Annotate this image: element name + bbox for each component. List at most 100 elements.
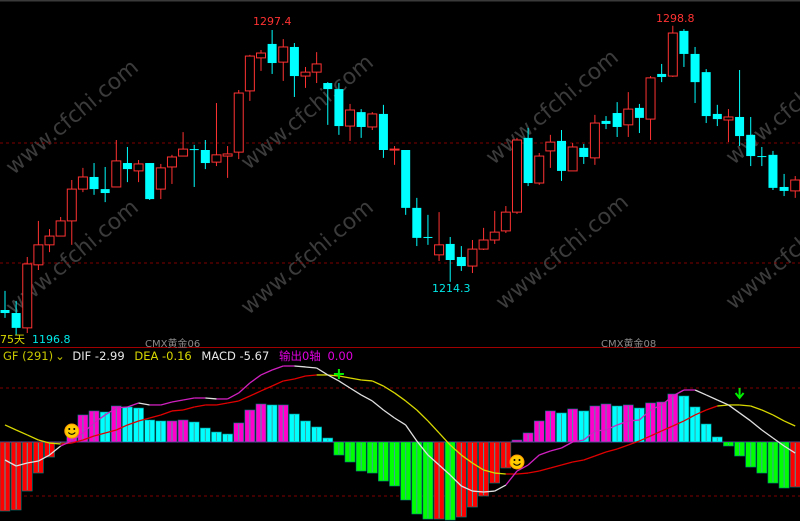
candle-body-up: [155, 167, 166, 190]
dea-line-segment: [361, 379, 373, 382]
candle-body-down: [779, 186, 789, 191]
dea-line-segment: [561, 461, 573, 466]
dea-line-segment: [327, 374, 339, 377]
smiley-eye: [513, 459, 516, 461]
candle-body-down: [579, 147, 589, 157]
dif-line-segment: [238, 382, 251, 394]
dif-line-segment: [650, 404, 662, 411]
dea-line-segment: [594, 451, 607, 457]
candle-body-up: [500, 211, 511, 232]
candle-body-up: [77, 176, 88, 190]
dif-line-segment: [661, 395, 674, 406]
dif-line-segment: [116, 406, 128, 409]
dea-line-segment: [717, 404, 729, 407]
dif-line-segment: [461, 485, 473, 492]
dif-line-segment: [505, 470, 518, 486]
candle-body-up: [55, 220, 66, 237]
candle-body-down: [523, 137, 533, 184]
indicator-name-dropdown[interactable]: GF (291) ⌄: [3, 349, 68, 363]
candle-body-up: [22, 263, 33, 329]
dea-line-segment: [82, 435, 95, 441]
dif-line-segment: [638, 409, 651, 421]
candle-body-up: [133, 163, 144, 172]
candle-body-down: [189, 149, 199, 151]
dea-line-segment: [605, 448, 618, 453]
dif-line-segment: [82, 422, 95, 434]
dea-line-segment: [260, 385, 273, 392]
macd-value: MACD -5.67: [201, 349, 270, 363]
dif-line-segment: [539, 450, 551, 456]
candle-body-up: [44, 235, 55, 246]
dif-line-segment: [93, 414, 106, 424]
dif-line-segment: [305, 366, 317, 369]
dea-line-segment: [539, 467, 551, 472]
dea-line-segment: [93, 432, 106, 437]
dif-line-segment: [171, 399, 184, 403]
candle-body-up: [589, 122, 600, 159]
candle-body-up: [389, 148, 400, 151]
candle-body-down: [690, 53, 700, 83]
candle-body-down: [401, 150, 411, 208]
candle-body-up: [367, 113, 378, 128]
smiley-mouth: [67, 432, 76, 435]
dif-line-segment: [182, 397, 195, 401]
dif-line-segment: [104, 407, 117, 416]
dif-line-segment: [349, 387, 362, 396]
candle-body-down: [200, 150, 210, 164]
candle-body-up: [300, 71, 311, 77]
candle-body-up: [233, 92, 244, 153]
dif-line-segment: [739, 412, 752, 422]
dea-line-segment: [550, 464, 562, 469]
dif-line-segment: [49, 445, 62, 456]
dea-line-segment: [182, 406, 195, 411]
candle-body-up: [623, 108, 634, 126]
candle-body-down: [679, 30, 689, 54]
dea-line-segment: [349, 377, 362, 381]
dea-value: DEA -0.16: [134, 349, 192, 363]
dea-line-segment: [761, 409, 774, 416]
dea-line-segment: [38, 439, 50, 444]
dea-line-segment: [372, 380, 384, 387]
candle-body-down: [657, 73, 667, 77]
chevron-down-icon: ⌄: [55, 349, 65, 363]
indicator-legend: GF (291) ⌄ DIF -2.99 DEA -0.16 MACD -5.67…: [3, 349, 359, 363]
dif-line-segment: [783, 445, 796, 454]
smiley-icon: [64, 423, 80, 439]
low-price-label: 1214.3: [432, 282, 471, 295]
dif-line-segment: [294, 365, 306, 368]
candle-body-down: [289, 46, 299, 77]
candle-body-up: [723, 116, 734, 121]
high-price-label: 1298.8: [656, 12, 695, 25]
period-label: 75天: [0, 333, 25, 346]
dif-line-segment: [472, 490, 484, 493]
dif-line-segment: [449, 474, 462, 487]
candle-body-down: [0, 310, 10, 314]
dif-line-segment: [249, 374, 262, 384]
dea-line-segment: [672, 420, 685, 427]
candle-body-up: [511, 139, 522, 213]
candle-body-down: [378, 113, 388, 150]
dif-line-segment: [705, 394, 718, 401]
dif-line-segment: [516, 464, 529, 472]
dea-line-segment: [483, 469, 495, 474]
candle-body-down: [612, 113, 622, 127]
candle-body-up: [667, 32, 678, 77]
candle-body-down: [735, 116, 745, 137]
dif-line-segment: [772, 437, 785, 447]
smiley-eye: [518, 459, 521, 461]
candle-body-up: [467, 248, 478, 267]
dif-line-segment: [527, 454, 540, 466]
candle-body-down: [267, 43, 277, 64]
candle-body-up: [244, 55, 255, 92]
dif-line-segment: [138, 402, 150, 406]
dea-line-segment: [650, 430, 662, 437]
dea-line-segment: [516, 472, 529, 475]
dif-line-segment: [717, 399, 729, 406]
dif-line-segment: [416, 440, 429, 456]
candle-body-up: [545, 141, 556, 152]
candle-body-down: [445, 243, 455, 260]
candle-body-down: [423, 236, 433, 238]
candle-body-down: [701, 72, 711, 117]
dea-line-segment: [305, 374, 317, 377]
